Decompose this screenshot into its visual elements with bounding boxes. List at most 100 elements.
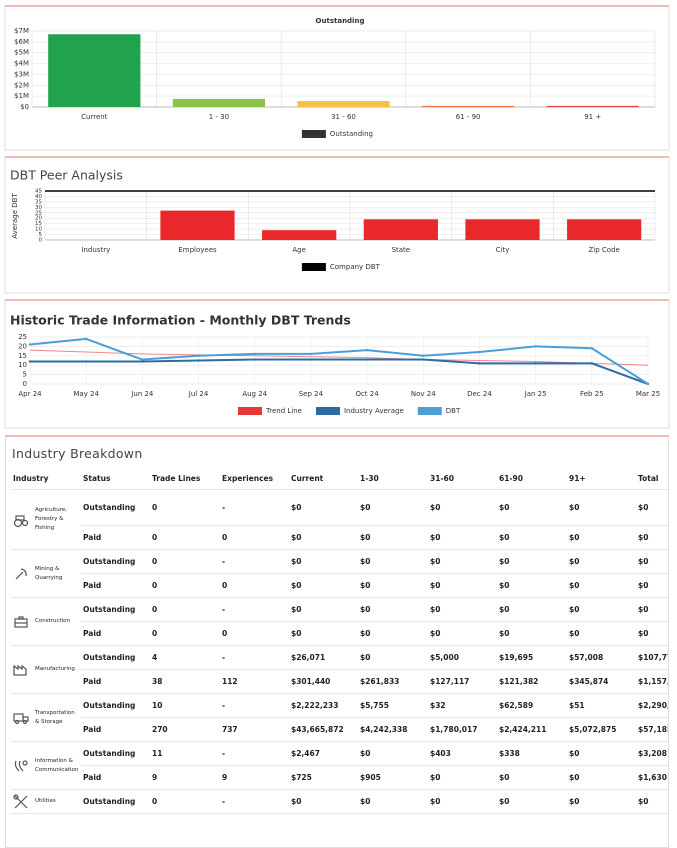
x-tick-label: Aug 24 [242, 390, 267, 398]
table-cell: Outstanding [81, 489, 150, 526]
table-cell: $0 [497, 789, 567, 814]
x-tick-label: May 24 [73, 390, 99, 398]
x-tick-label: Zip Code [588, 246, 619, 254]
table-cell: $107,774 [636, 645, 668, 670]
bar [421, 105, 515, 107]
y-tick-label: $1M [14, 92, 29, 100]
x-tick-label: Industry [81, 246, 110, 254]
point [590, 347, 594, 350]
table-cell: $905 [358, 765, 428, 790]
table-cell: $338 [497, 741, 567, 766]
table-cell: $0 [567, 765, 636, 790]
table-cell: $0 [636, 621, 668, 646]
table-cell: $0 [358, 525, 428, 550]
table-cell: $0 [636, 789, 668, 814]
bar [172, 98, 266, 107]
table-row: Paid 0 0 $0 $0 $0 $0 $0 $0 [11, 621, 668, 646]
column-header: 61-90 [497, 467, 567, 490]
column-header: Total [636, 467, 668, 490]
point [422, 354, 425, 357]
table-row: Transportation & Storage Outstanding 10- $2… [11, 693, 668, 742]
table-row: Utilities Outstanding 0- $0 $0 $0 $0 $0 $0 [11, 789, 668, 814]
table-cell: $0 [567, 489, 636, 526]
table-cell: $0 [428, 573, 497, 598]
table-cell: $0 [289, 525, 358, 550]
table-row: Paid 9 9 $725 $905 $0 $0 $0 $1,630 [11, 765, 668, 790]
y-tick-label: $7M [14, 27, 29, 35]
legend-label: Industry Average [344, 407, 404, 415]
x-tick-label: 91 + [584, 113, 601, 121]
table-cell: 0 [220, 573, 289, 598]
table-cell: $0 [358, 549, 428, 574]
table-cell: - [220, 741, 289, 766]
table-cell: $0 [289, 489, 358, 526]
table-cell: Paid [81, 717, 150, 742]
point [84, 337, 88, 341]
point [365, 348, 369, 352]
series-line [29, 349, 649, 366]
bar [160, 210, 235, 240]
y-tick-label: 15 [35, 221, 42, 227]
table-cell: $5,000 [428, 645, 497, 670]
industry-cell: Transportation & Storage [11, 693, 81, 742]
point [534, 362, 537, 365]
table-cell: $0 [358, 489, 428, 526]
y-tick-label: 15 [18, 352, 27, 360]
table-cell: 0 [150, 573, 220, 598]
y-tick-label: 25 [18, 333, 27, 341]
y-tick-label: 0 [23, 380, 27, 388]
y-axis-label: Average DBT [11, 193, 19, 239]
point [197, 354, 200, 357]
table-cell: $2,290,660 [636, 693, 668, 718]
y-tick-label: $4M [14, 60, 29, 68]
table-cell: $403 [428, 741, 497, 766]
table-cell: $0 [636, 549, 668, 574]
chart-title: DBT Peer Analysis [10, 168, 123, 183]
x-tick-label: 31 - 60 [331, 113, 356, 121]
point [197, 359, 200, 362]
x-tick-label: Nov 24 [411, 390, 436, 398]
table-cell: - [220, 489, 289, 526]
table-cell: $57,008 [567, 645, 636, 670]
point [28, 360, 32, 363]
point [422, 358, 425, 361]
column-header: 1-30 [358, 467, 428, 490]
point [309, 352, 313, 356]
table-cell: Paid [81, 525, 150, 550]
y-tick-label: 25 [35, 210, 42, 216]
industry-table: Industry Status Trade Lines Experiences Curr… [11, 467, 668, 814]
x-tick-label: Jul 24 [188, 390, 209, 398]
point [590, 362, 594, 365]
point [253, 352, 256, 356]
table-cell: $0 [289, 573, 358, 598]
bar [48, 34, 141, 107]
table-cell: $127,117 [428, 669, 497, 694]
y-tick-label: $3M [14, 70, 29, 78]
table-cell: $5,072,875 [567, 717, 636, 742]
bar [567, 219, 642, 240]
bar [465, 219, 540, 240]
table-cell: 11 [150, 741, 220, 766]
industry-icon [13, 712, 29, 724]
charts: Outstanding DBT Peer Analysis Average DB… [4, 5, 670, 429]
table-cell: $0 [428, 525, 497, 550]
table-cell: - [220, 549, 289, 574]
table-cell: $1,630 [636, 765, 668, 790]
point [84, 360, 88, 363]
x-tick-label: Feb 25 [580, 390, 604, 398]
table-cell: $0 [358, 573, 428, 598]
table-cell: $3,208 [636, 741, 668, 766]
x-tick-label: Sep 24 [299, 390, 324, 398]
y-tick-label: $6M [14, 38, 29, 46]
industry-icon [13, 664, 27, 676]
x-tick-label: Employees [178, 246, 217, 254]
table-cell: $0 [636, 489, 668, 526]
table-cell: 112 [220, 669, 289, 694]
table-cell: - [220, 789, 289, 814]
industry-icon [14, 759, 28, 771]
table-cell: $0 [358, 645, 428, 670]
y-tick-label: $2M [14, 81, 29, 89]
column-header: Trade Lines [150, 467, 220, 490]
bar [546, 105, 639, 107]
point [141, 358, 144, 361]
